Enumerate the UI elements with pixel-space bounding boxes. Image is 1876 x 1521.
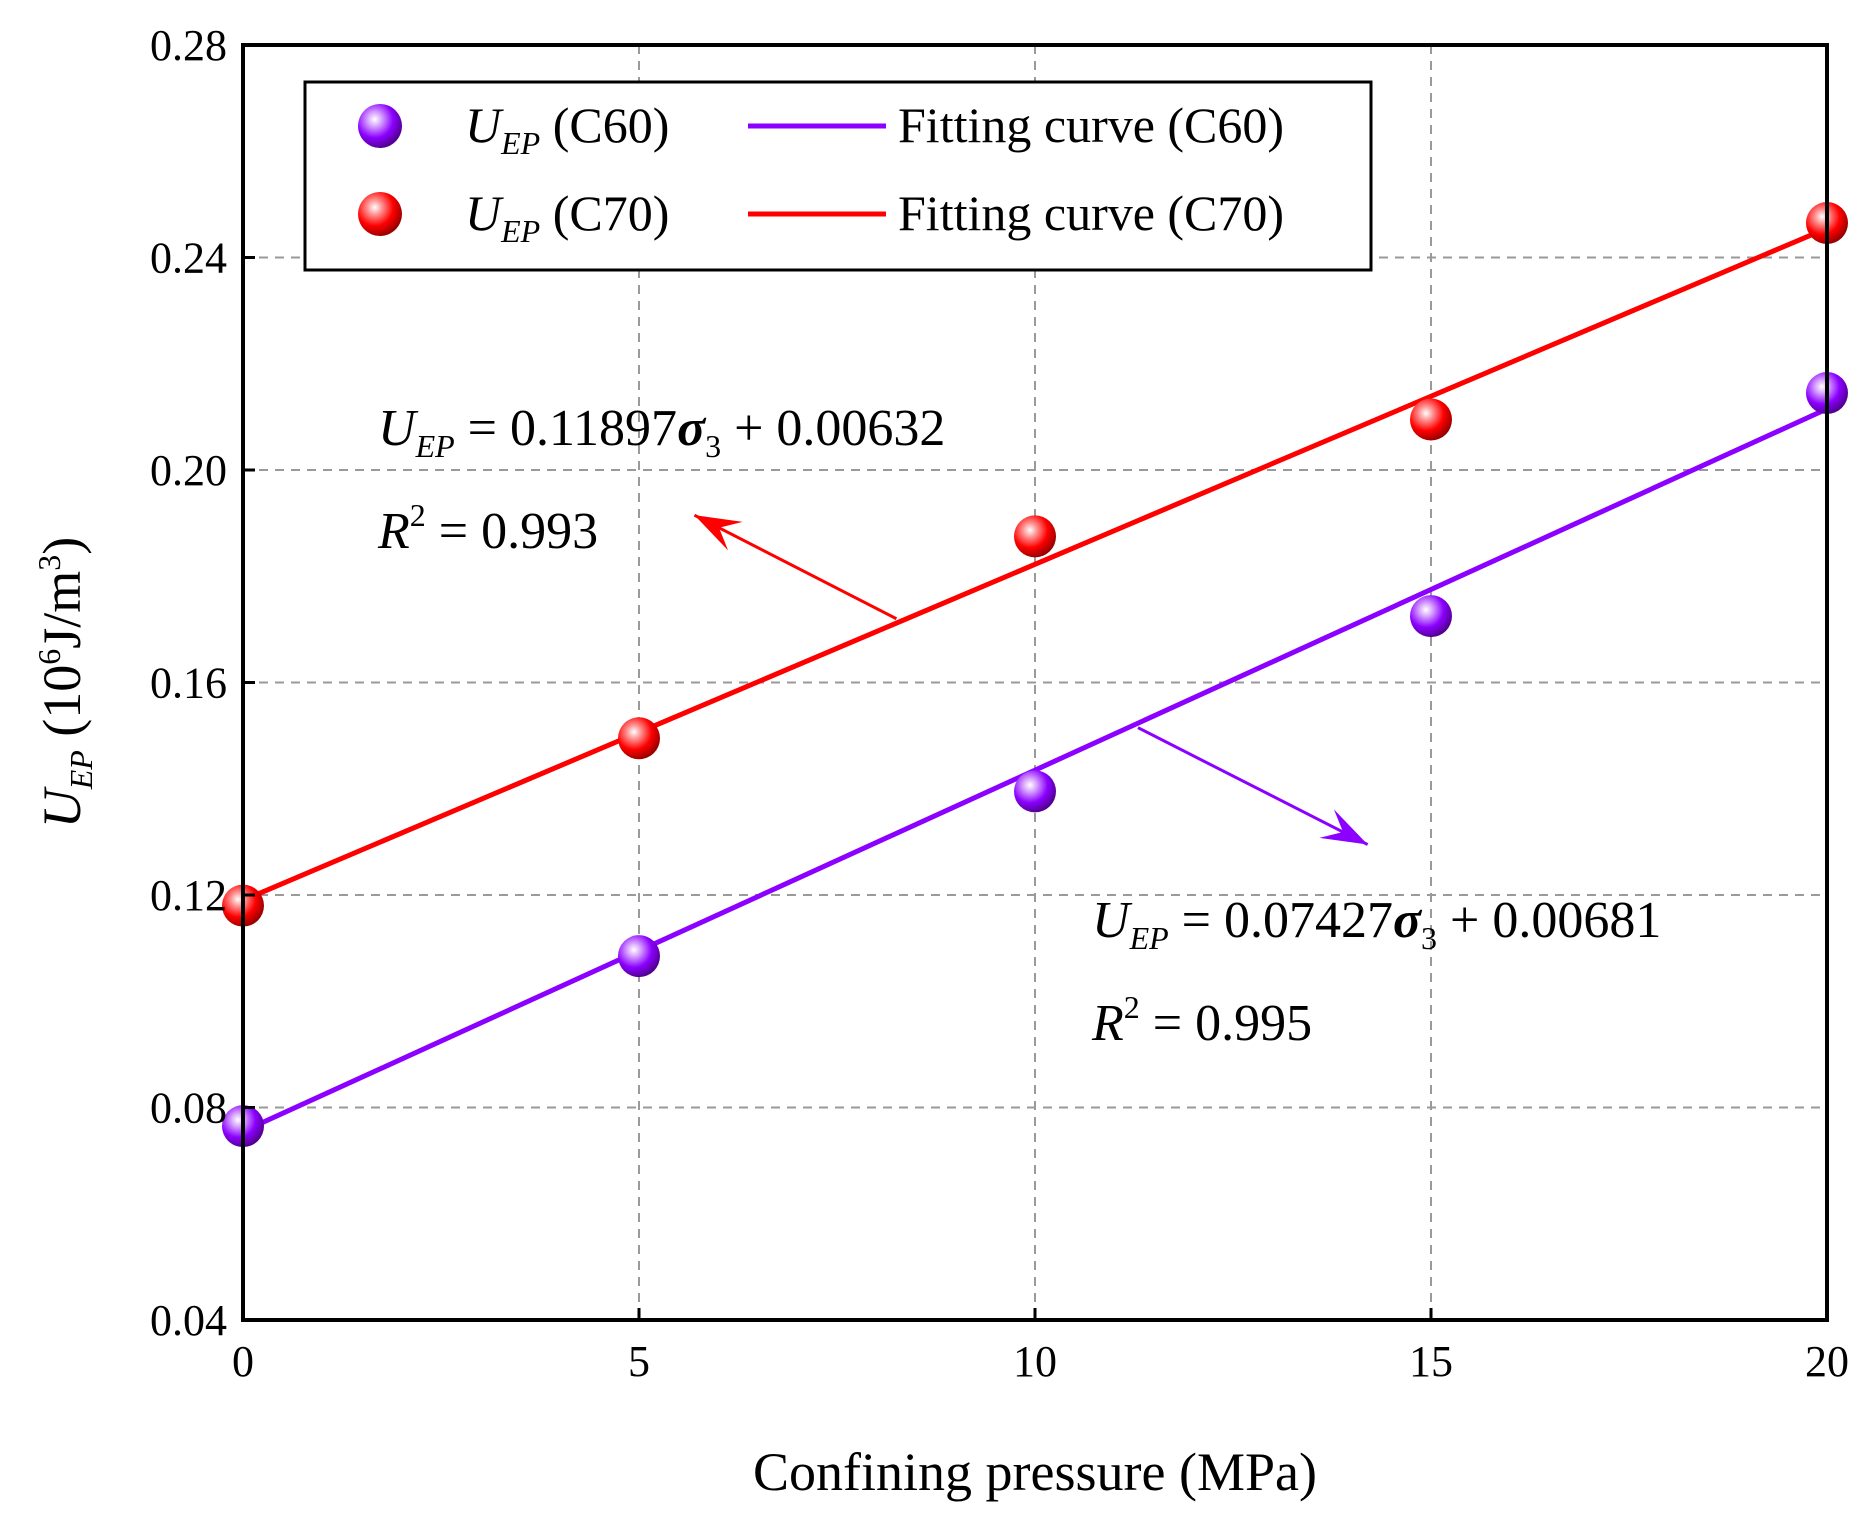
r2-c60-r: R bbox=[1091, 995, 1124, 1052]
y-axis-subscript: EP bbox=[63, 750, 99, 790]
axis-ticks: 0 5 10 15 20 0.04 0.08 0.12 0.16 0.20 0.24 0.28 bbox=[150, 21, 1849, 1386]
y-tick-label-4: 0.20 bbox=[150, 446, 227, 495]
eq-c60-rhs-b: + 0.00681 bbox=[1437, 892, 1661, 949]
legend-label-c60: UEP (C60) bbox=[465, 97, 669, 161]
y-tick-label-2: 0.12 bbox=[150, 871, 227, 920]
equation-c70-text: UEP = 0.11897σ3 + 0.00632 bbox=[378, 400, 945, 464]
annotation-arrows bbox=[693, 513, 1369, 846]
equation-c60: UEP = 0.07427σ3 + 0.00681 R2 = 0.995 bbox=[1091, 892, 1661, 1052]
y-tick-label-5: 0.24 bbox=[150, 234, 227, 283]
eq-c60-sigma: σ bbox=[1393, 892, 1423, 949]
annotation-arrow-head-0 bbox=[694, 515, 743, 551]
legend-c60-suffix: (C60) bbox=[540, 97, 669, 153]
fit-lines bbox=[241, 225, 1829, 1134]
legend-c60-sub: EP bbox=[500, 125, 540, 161]
r2-c60-value: = 0.995 bbox=[1140, 995, 1312, 1052]
legend-fit-label-c70: Fitting curve (C70) bbox=[898, 185, 1284, 241]
legend-c60-symbol: U bbox=[465, 97, 504, 153]
eq-c70-lhs: U bbox=[378, 400, 419, 457]
data-points bbox=[222, 201, 1848, 1148]
eq-c70-lhs-sub: EP bbox=[415, 428, 455, 464]
y-axis-symbol: U bbox=[32, 786, 92, 828]
legend-c70-suffix: (C70) bbox=[540, 185, 669, 241]
annotation-arrow-line-1 bbox=[1137, 726, 1369, 846]
annotation-arrow-line-0 bbox=[693, 513, 898, 621]
y-tick-label-6: 0.28 bbox=[150, 21, 227, 70]
x-axis-title: Confining pressure (MPa) bbox=[753, 1442, 1317, 1502]
legend-fit-label-c60: Fitting curve (C60) bbox=[898, 97, 1284, 153]
y-tick-label-3: 0.16 bbox=[150, 659, 227, 708]
eq-c70-rhs-a: = 0.11897 bbox=[455, 400, 677, 457]
data-point-s1-3 bbox=[1410, 398, 1452, 441]
equation-c60-text: UEP = 0.07427σ3 + 0.00681 bbox=[1092, 892, 1661, 956]
eq-c60-rhs-a: = 0.07427 bbox=[1169, 892, 1393, 949]
eq-c60-lhs: U bbox=[1092, 892, 1133, 949]
data-point-s1-1 bbox=[618, 717, 660, 760]
eq-c70-sigma-sub: 3 bbox=[705, 428, 721, 464]
x-tick-label-2: 10 bbox=[1013, 1337, 1057, 1386]
eq-c60-sigma-sub: 3 bbox=[1421, 920, 1437, 956]
legend: UEP (C60) Fitting curve (C60) UEP (C70) … bbox=[303, 80, 1373, 272]
y-axis-unit-exp2: 3 bbox=[31, 555, 67, 571]
legend-c70-sub: EP bbox=[500, 213, 540, 249]
x-tick-label-0: 0 bbox=[232, 1337, 254, 1386]
y-axis-unit-mid: J/m bbox=[32, 571, 92, 649]
legend-box bbox=[303, 80, 1373, 272]
x-tick-label-1: 5 bbox=[628, 1337, 650, 1386]
eq-c70-sigma: σ bbox=[677, 400, 707, 457]
legend-c70-symbol: U bbox=[465, 185, 504, 241]
r2-c60-exp: 2 bbox=[1124, 989, 1140, 1025]
x-tick-label-3: 15 bbox=[1409, 1337, 1453, 1386]
r2-c70-text: R2 = 0.993 bbox=[377, 497, 598, 560]
y-tick-label-1: 0.08 bbox=[150, 1084, 227, 1133]
data-point-s0-2 bbox=[1014, 770, 1056, 813]
y-axis-unit-close: ) bbox=[32, 537, 92, 555]
annotation-arrow-head-1 bbox=[1319, 809, 1368, 845]
y-tick-label-0: 0.04 bbox=[150, 1296, 227, 1345]
r2-c60-text: R2 = 0.995 bbox=[1091, 989, 1312, 1052]
legend-marker-c60 bbox=[358, 104, 402, 148]
r2-c70-value: = 0.993 bbox=[426, 503, 598, 560]
equation-c70: UEP = 0.11897σ3 + 0.00632 R2 = 0.993 bbox=[377, 400, 945, 560]
eq-c60-lhs-sub: EP bbox=[1129, 920, 1169, 956]
y-axis-unit-open: (10 bbox=[32, 665, 92, 750]
data-point-s0-3 bbox=[1410, 595, 1452, 638]
y-axis-unit-exp: 6 bbox=[31, 649, 67, 665]
data-point-s0-1 bbox=[618, 935, 660, 978]
x-tick-label-4: 20 bbox=[1805, 1337, 1849, 1386]
r2-c70-r: R bbox=[377, 503, 410, 560]
fit-line-1 bbox=[242, 225, 1828, 903]
r2-c70-exp: 2 bbox=[410, 497, 426, 533]
legend-label-c70: UEP (C70) bbox=[465, 185, 669, 249]
fit-line-0 bbox=[241, 406, 1829, 1134]
eq-c70-rhs-b: + 0.00632 bbox=[721, 400, 945, 457]
legend-marker-c70 bbox=[358, 192, 402, 236]
data-point-s1-2 bbox=[1014, 515, 1056, 558]
y-axis-title: UEP (106J/m3) bbox=[31, 537, 99, 829]
